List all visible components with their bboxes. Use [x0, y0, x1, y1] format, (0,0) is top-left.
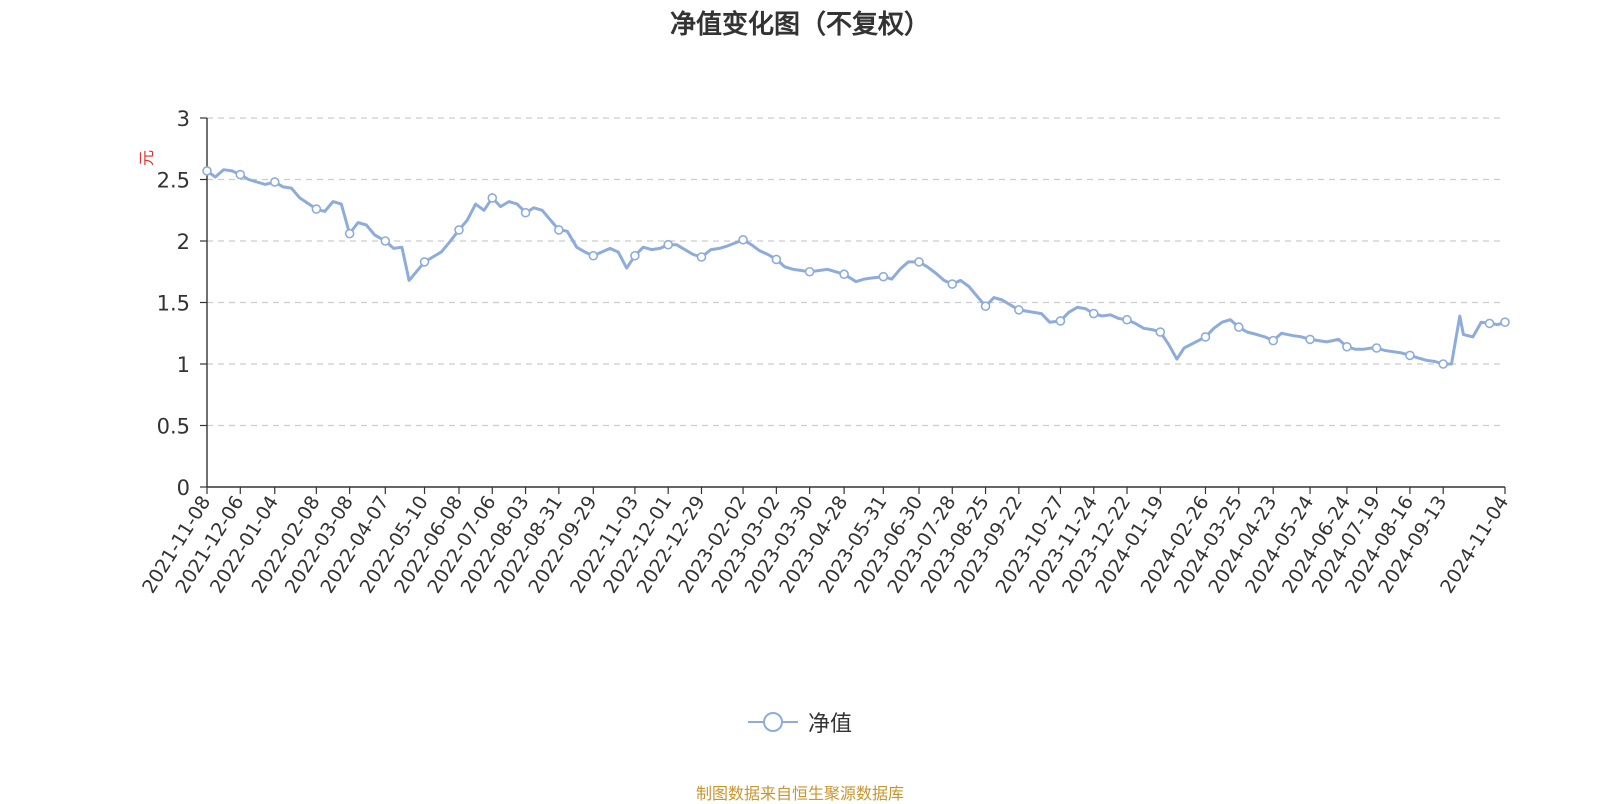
data-point[interactable] — [696, 252, 707, 262]
y-tick-label: 0 — [177, 476, 190, 500]
data-point[interactable] — [914, 257, 924, 267]
data-point[interactable] — [487, 193, 498, 203]
y-tick-label: 3 — [177, 107, 190, 131]
data-point[interactable] — [202, 166, 212, 176]
data-point[interactable] — [663, 239, 673, 250]
x-axis-ticks: 2021-11-082021-12-062022-01-042022-02-08… — [138, 487, 1513, 597]
y-tick-label: 1.5 — [157, 292, 190, 316]
data-point[interactable] — [235, 169, 246, 180]
data-point[interactable] — [980, 301, 991, 311]
data-point[interactable] — [520, 207, 531, 218]
data-point[interactable] — [947, 279, 958, 289]
data-point[interactable] — [1233, 322, 1244, 332]
data-point[interactable] — [344, 228, 355, 239]
data-point[interactable] — [419, 257, 430, 267]
data-point[interactable] — [1500, 317, 1510, 327]
data-point[interactable] — [1088, 308, 1099, 319]
legend[interactable]: 净值 — [0, 706, 1600, 738]
y-axis-label: 元 — [137, 150, 156, 166]
data-point[interactable] — [1200, 332, 1211, 342]
data-point[interactable] — [1484, 318, 1495, 329]
data-point[interactable] — [1268, 335, 1279, 346]
data-point[interactable] — [1342, 341, 1352, 352]
data-point[interactable] — [771, 254, 782, 265]
data-point[interactable] — [1122, 314, 1132, 325]
y-axis-ticks: 0 0.5 1 1.5 2 2.5 3 — [157, 107, 207, 500]
data-point[interactable] — [1014, 305, 1024, 315]
data-point[interactable] — [1305, 334, 1315, 345]
data-point[interactable] — [380, 236, 391, 246]
data-point[interactable] — [630, 250, 640, 261]
legend-label: 净值 — [807, 712, 852, 737]
data-point[interactable] — [804, 266, 815, 277]
y-tick-label: 2 — [177, 230, 190, 254]
data-point[interactable] — [588, 250, 599, 261]
source-note: 制图数据来自恒生聚源数据库 — [695, 784, 904, 803]
data-point[interactable] — [839, 269, 849, 280]
data-point[interactable] — [1155, 327, 1166, 337]
data-point[interactable] — [1405, 350, 1415, 361]
y-tick-label: 2.5 — [157, 169, 190, 193]
data-point[interactable] — [878, 271, 889, 282]
data-point[interactable] — [738, 234, 748, 245]
data-point[interactable] — [311, 204, 322, 214]
data-point[interactable] — [269, 177, 280, 187]
grid-lines — [207, 117, 1505, 427]
data-point[interactable] — [454, 225, 464, 235]
data-point[interactable] — [554, 225, 564, 235]
y-tick-label: 0.5 — [157, 415, 190, 439]
y-tick-label: 1 — [177, 353, 190, 377]
chart-title: 净值变化图（不复权） — [669, 10, 930, 40]
series-layer — [202, 166, 1510, 369]
legend-line-marker-icon — [747, 712, 798, 732]
data-point[interactable] — [1371, 343, 1382, 353]
data-point[interactable] — [1055, 316, 1066, 326]
data-point[interactable] — [1438, 359, 1448, 369]
